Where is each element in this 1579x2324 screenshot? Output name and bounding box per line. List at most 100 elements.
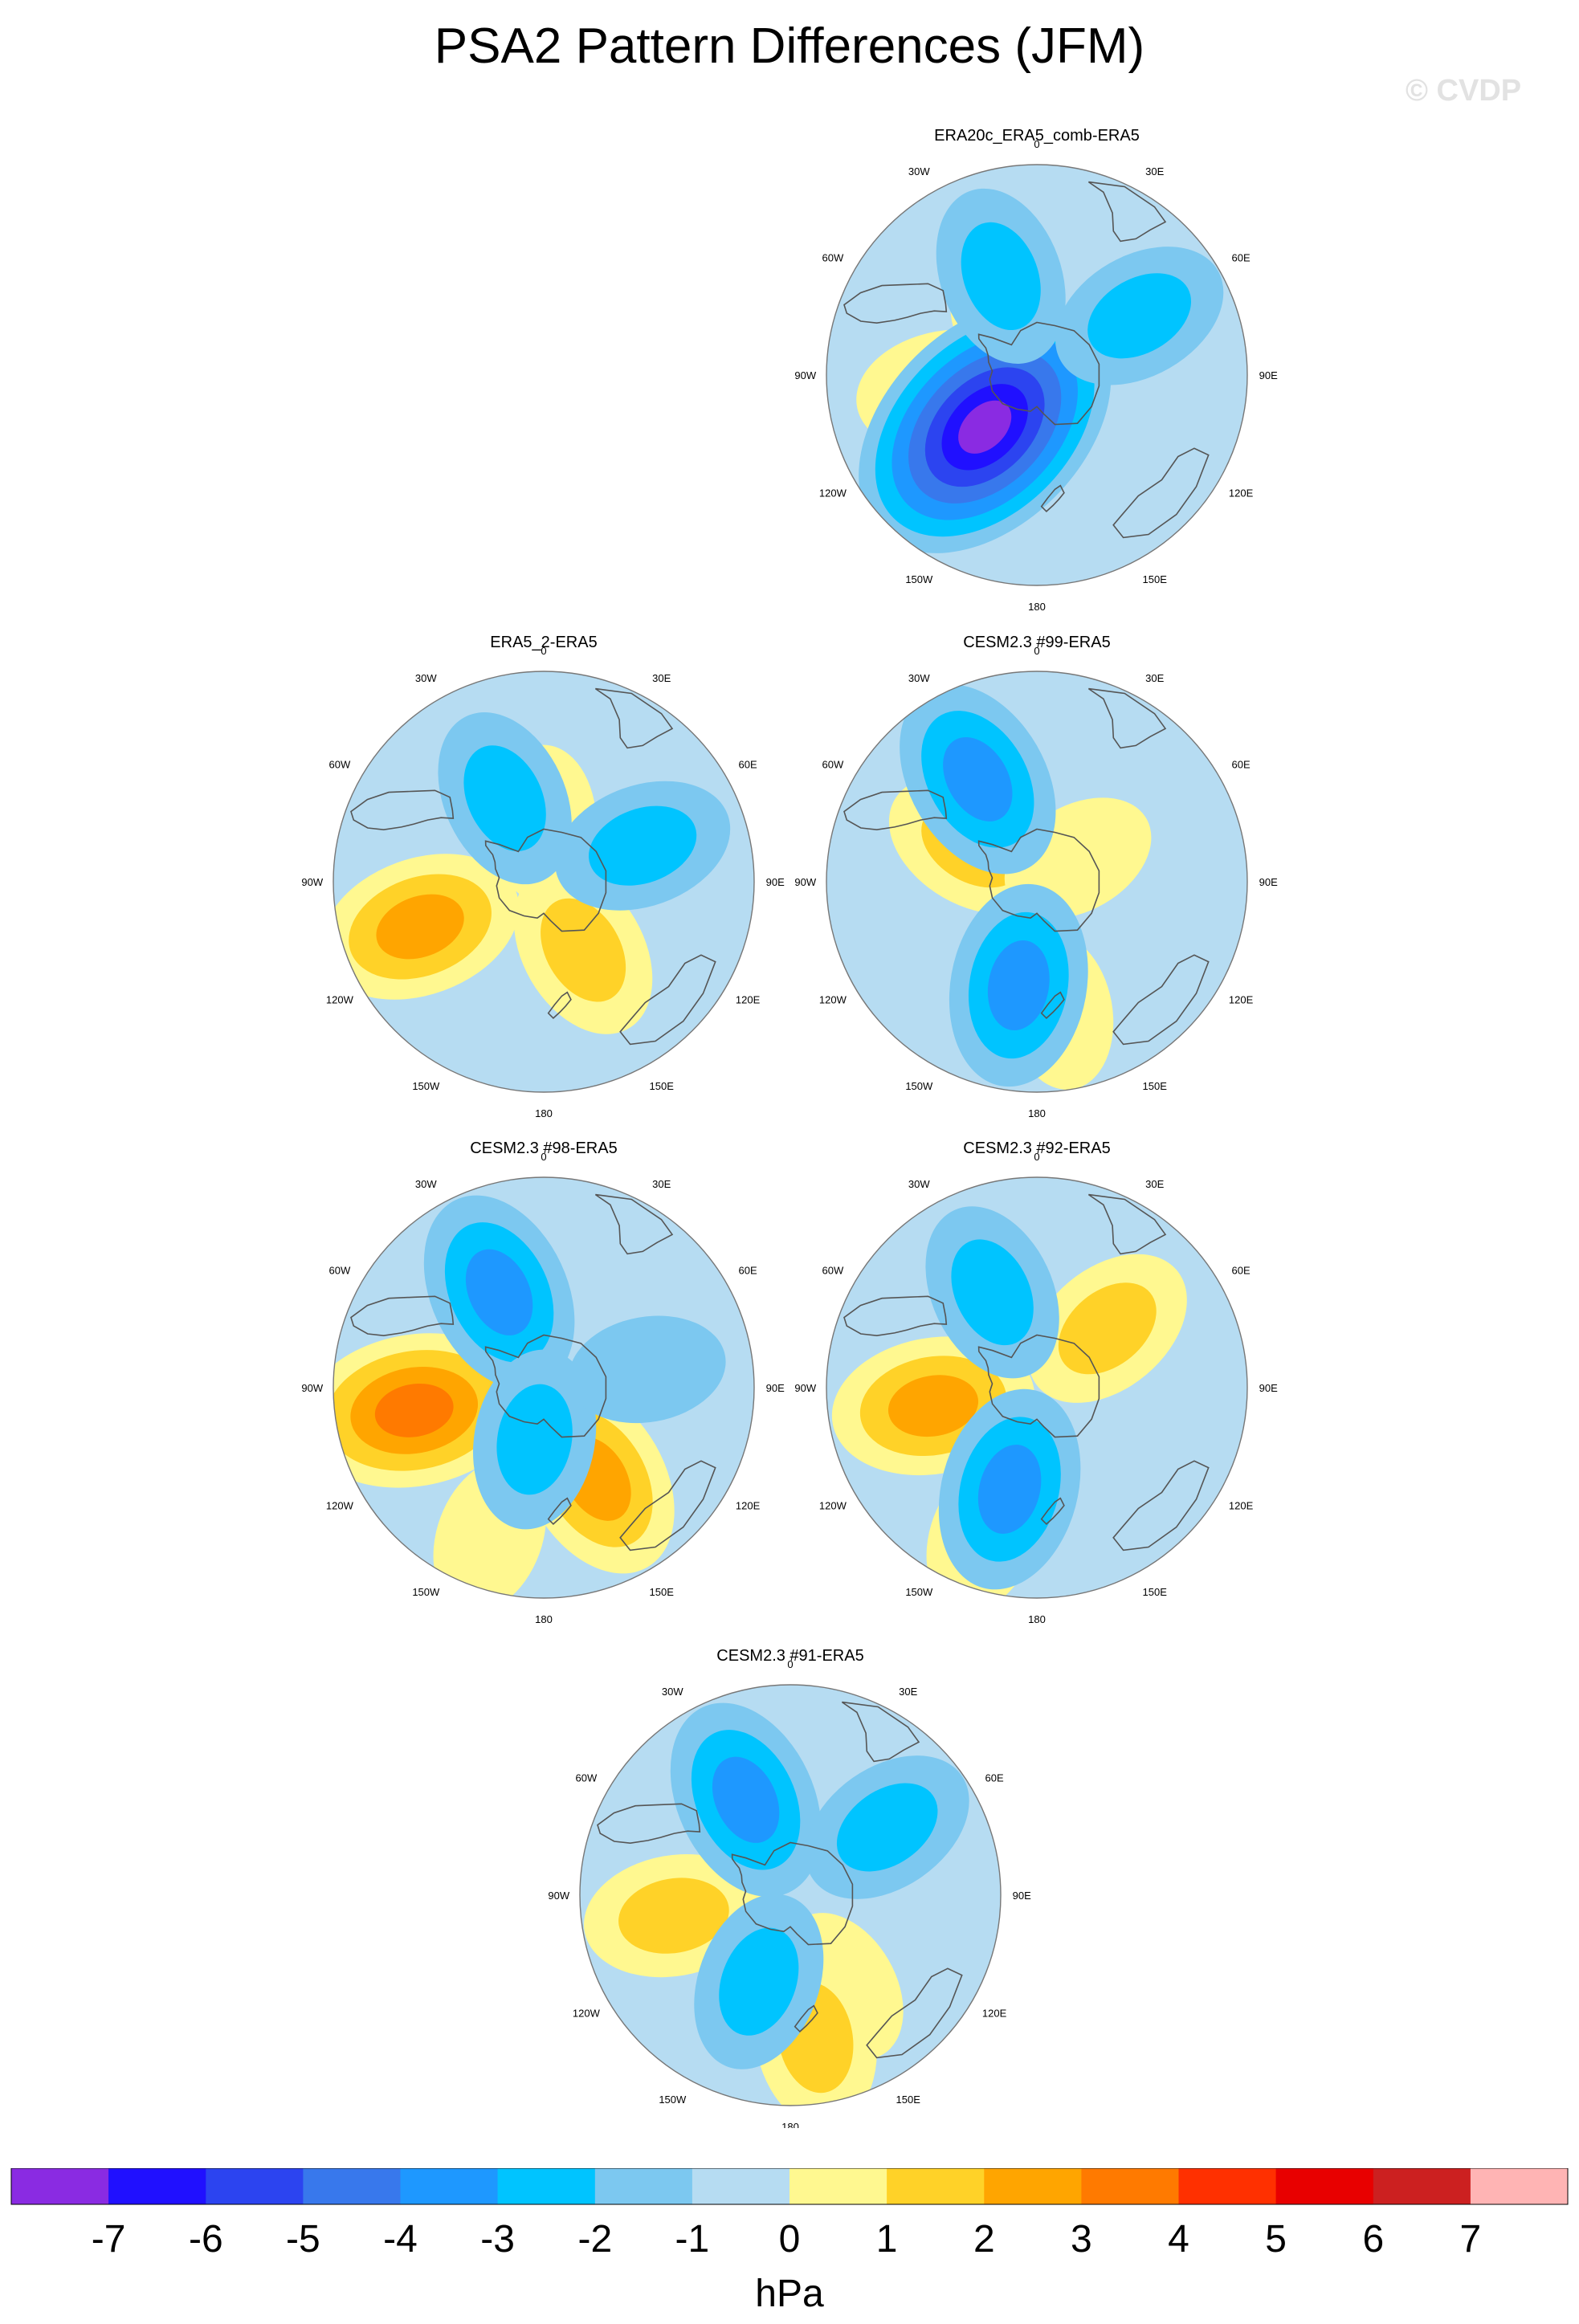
longitude-label-upper-right: 30E xyxy=(899,1686,917,1698)
figure-title: PSA2 Pattern Differences (JFM) xyxy=(434,18,1145,74)
colorbar-tick-label: 3 xyxy=(1071,2218,1092,2261)
contour-negative-5-level--1 xyxy=(569,1315,726,1424)
antarctica-coastline xyxy=(484,1334,607,1438)
panel-title: ERA5_2-ERA5 xyxy=(490,634,597,651)
australia-coastline xyxy=(1112,1460,1210,1551)
australia-coastline xyxy=(619,954,716,1046)
longitude-label-upper-right: 30E xyxy=(1145,672,1164,684)
colorbar-swatch xyxy=(887,2168,985,2204)
panel-title: CESM2.3 #99-ERA5 xyxy=(963,634,1110,651)
longitude-label-right: 90E xyxy=(1259,369,1278,381)
longitude-label-right: 90E xyxy=(766,876,785,888)
longitude-label-mid-right: 60E xyxy=(1232,251,1251,263)
map-field-1 xyxy=(826,165,1398,948)
contour-negative-4-level--3 xyxy=(977,1445,1042,1534)
longitude-label-mid-left: 60W xyxy=(576,1772,598,1784)
longitude-label-mid-right: 60E xyxy=(1232,1264,1251,1276)
longitude-label-mid-right: 60E xyxy=(1232,758,1251,770)
longitude-label-left: 90W xyxy=(794,1382,816,1394)
longitude-label-lower-mid-right: 120E xyxy=(982,2008,1007,2020)
map-rim xyxy=(333,1176,755,1599)
colorbar-swatch xyxy=(594,2168,693,2204)
longitude-label-upper-left: 30W xyxy=(662,1686,683,1698)
longitude-label-upper-left: 30W xyxy=(415,1178,437,1190)
longitude-label-lower-right: 150E xyxy=(1143,1080,1168,1092)
africa-coastline xyxy=(594,687,674,749)
contour-positive-0-level-2 xyxy=(618,1878,729,1954)
contour-negative-4-level--2 xyxy=(836,1783,938,1872)
contour-positive-0-level-4 xyxy=(374,1383,454,1437)
map-rim xyxy=(826,1176,1248,1599)
map-rim xyxy=(579,1684,1002,2106)
longitude-label-upper-right: 30E xyxy=(652,1178,671,1190)
map-field-5 xyxy=(826,1177,1247,1598)
longitude-label-bottom: 180 xyxy=(1028,1107,1046,1119)
colorbar-tick-label: -5 xyxy=(286,2218,320,2261)
contour-negative-3-level--3 xyxy=(712,1756,780,1843)
antarctica-coastline xyxy=(731,1841,854,1946)
colorbar-tick-label: 0 xyxy=(779,2218,801,2261)
colorbar-swatch xyxy=(497,2168,596,2204)
longitude-label-left: 90W xyxy=(548,1890,569,1902)
contour-positive-0-level-1 xyxy=(1228,759,1398,948)
longitude-label-top: 0 xyxy=(1034,138,1039,150)
longitude-label-lower-left: 150W xyxy=(905,573,933,585)
south-america-coastline xyxy=(843,1295,948,1337)
colorbar-swatch xyxy=(11,2168,109,2204)
colorbar-tick-label: 1 xyxy=(876,2218,898,2261)
antarctica-coastline xyxy=(484,828,607,932)
longitude-label-upper-left: 30W xyxy=(908,1178,930,1190)
longitude-label-lower-left: 150W xyxy=(905,1080,933,1092)
longitude-label-lower-mid-right: 120E xyxy=(1229,487,1254,499)
colorbar: -7 -6 -5 -4 -3 -2 -1 0 1 2 3 4 5 6 7 hPa xyxy=(10,2168,1569,2315)
longitude-label-bottom: 180 xyxy=(781,2121,799,2128)
longitude-label-left: 90W xyxy=(301,1382,323,1394)
south-america-coastline xyxy=(843,789,948,831)
longitude-label-left: 90W xyxy=(794,369,816,381)
australia-coastline xyxy=(866,1967,963,2059)
longitude-label-right: 90E xyxy=(1259,876,1278,888)
longitude-label-left: 90W xyxy=(794,876,816,888)
colorbar-tick-label: -3 xyxy=(480,2218,515,2261)
longitude-label-lower-right: 150E xyxy=(650,1080,675,1092)
map-rim xyxy=(333,671,755,1093)
contour-negative-6-level--2 xyxy=(1087,273,1192,359)
antarctica-coastline xyxy=(977,828,1100,932)
longitude-label-right: 90E xyxy=(1259,1382,1278,1394)
colorbar-tick-label: -6 xyxy=(189,2218,223,2261)
africa-coastline xyxy=(1087,181,1167,243)
australia-coastline xyxy=(619,1460,716,1551)
colorbar-swatch xyxy=(1373,2168,1471,2204)
south-america-coastline xyxy=(843,283,948,324)
africa-coastline xyxy=(594,1193,674,1255)
longitude-label-mid-left: 60W xyxy=(822,251,844,263)
longitude-label-lower-mid-left: 120W xyxy=(819,487,847,499)
longitude-label-lower-mid-right: 120E xyxy=(736,994,761,1006)
colorbar-swatch xyxy=(790,2168,887,2204)
new-zealand-coastline xyxy=(547,1497,572,1526)
longitude-label-upper-left: 30W xyxy=(908,672,930,684)
map-rim xyxy=(826,671,1248,1093)
longitude-label-lower-left: 150W xyxy=(659,2094,687,2106)
map-panel-1: ERA20c_ERA5_comb-ERA5030E60E90E120E150E1… xyxy=(794,127,1398,948)
longitude-label-bottom: 180 xyxy=(1028,1613,1046,1625)
longitude-label-mid-right: 60E xyxy=(985,1772,1004,1784)
longitude-label-lower-right: 150E xyxy=(896,2094,921,2106)
longitude-label-mid-left: 60W xyxy=(822,758,844,770)
colorbar-tick-label: -1 xyxy=(675,2218,710,2261)
colorbar-swatch xyxy=(206,2168,304,2204)
colorbar-swatch xyxy=(1178,2168,1277,2204)
longitude-label-right: 90E xyxy=(1013,1890,1031,1902)
australia-coastline xyxy=(1112,954,1210,1046)
longitude-label-bottom: 180 xyxy=(535,1107,553,1119)
colorbar-tick-label: -2 xyxy=(577,2218,612,2261)
colorbar-swatch xyxy=(1275,2168,1374,2204)
south-america-coastline xyxy=(350,789,455,831)
contour-negative-3-level--2 xyxy=(951,1239,1034,1346)
contour-positive-0-level-3 xyxy=(376,894,464,960)
colorbar-tick-label: 5 xyxy=(1265,2218,1287,2261)
longitude-label-bottom: 180 xyxy=(1028,601,1046,613)
